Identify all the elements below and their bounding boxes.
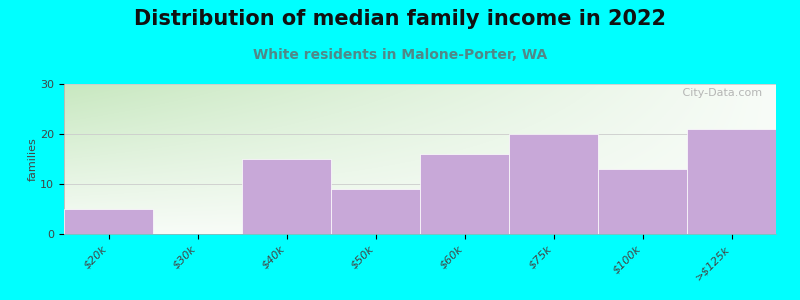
Bar (420, 154, 509, 234)
Text: White residents in Malone-Porter, WA: White residents in Malone-Porter, WA (253, 48, 547, 62)
Bar (242, 159, 331, 234)
Y-axis label: families: families (27, 137, 38, 181)
Text: City-Data.com: City-Data.com (672, 88, 762, 98)
Bar (509, 134, 598, 234)
Bar (598, 169, 687, 234)
Bar (331, 189, 420, 234)
Bar (64, 209, 153, 234)
Bar (687, 129, 776, 234)
Text: Distribution of median family income in 2022: Distribution of median family income in … (134, 9, 666, 29)
